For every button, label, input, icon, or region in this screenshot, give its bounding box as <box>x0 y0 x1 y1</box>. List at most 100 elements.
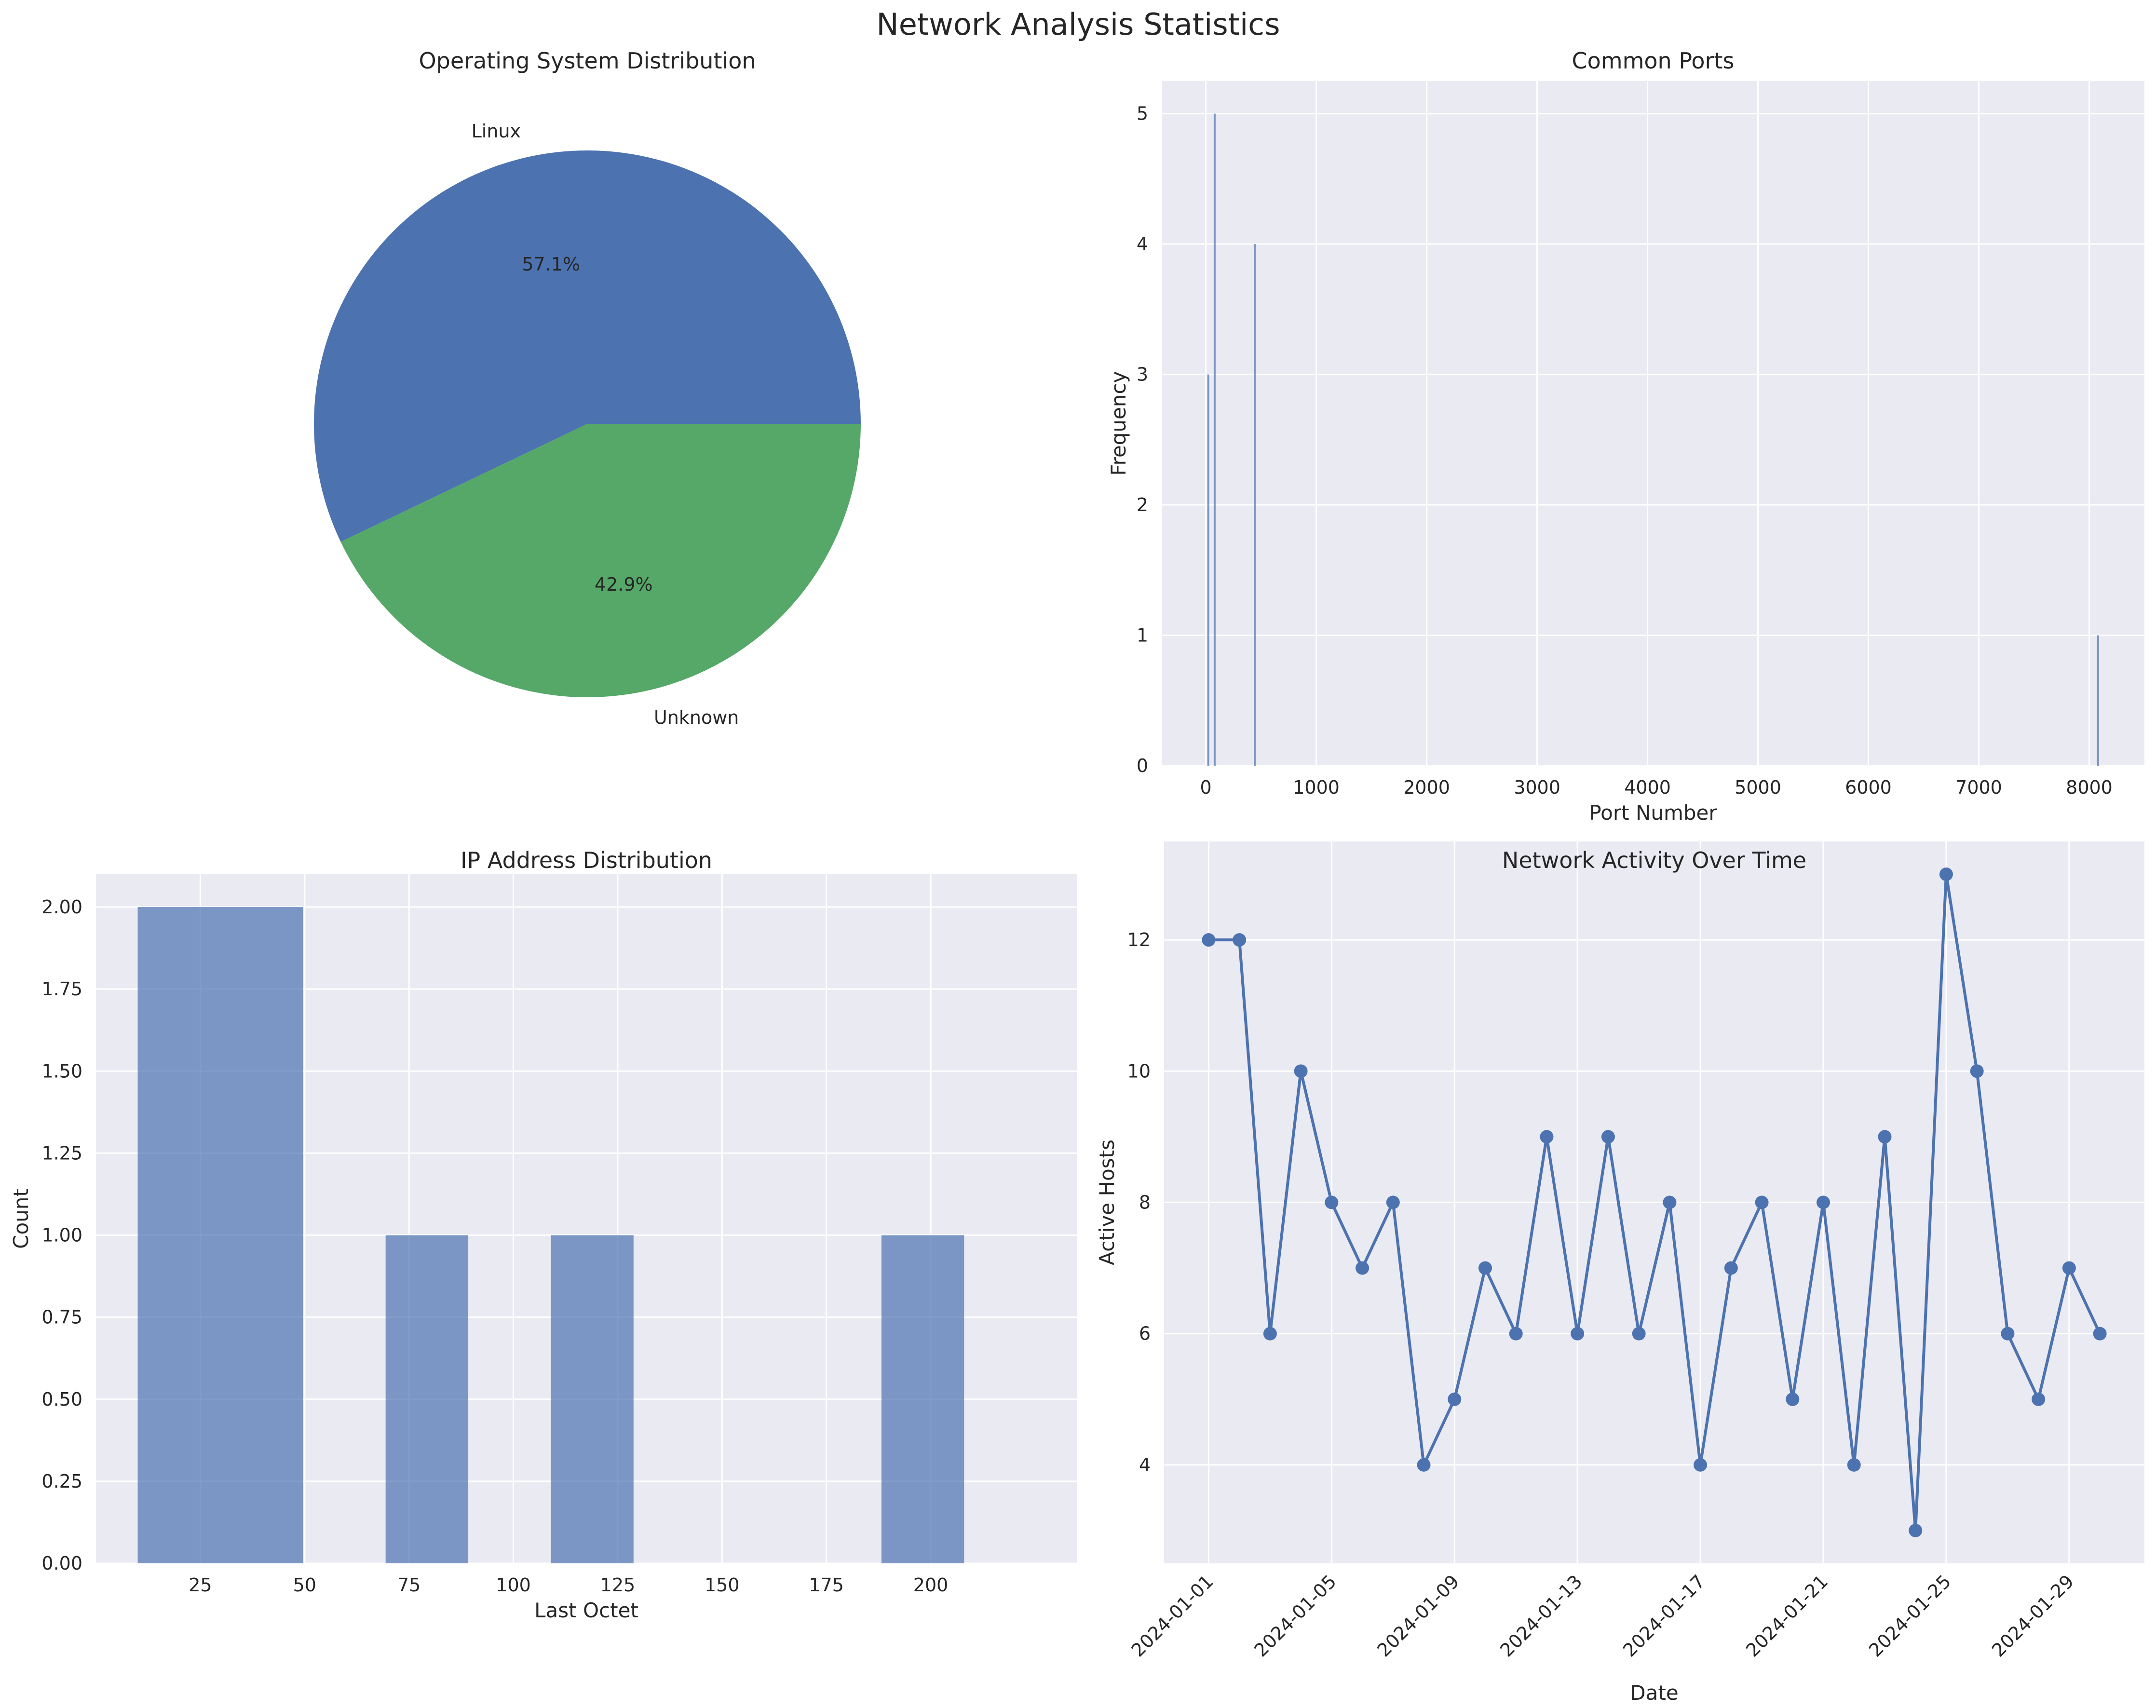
ip-ylabel: Count <box>9 1189 33 1249</box>
ip-xtick-label: 100 <box>496 1574 531 1596</box>
activity-point <box>1356 1261 1370 1275</box>
activity-point <box>1601 1130 1615 1144</box>
activity-xtick-label: 2024-01-09 <box>1373 1571 1463 1661</box>
activity-point <box>1817 1195 1831 1209</box>
activity-point <box>1786 1392 1800 1406</box>
activity-point <box>1847 1458 1861 1472</box>
activity-xtick-label: 2024-01-01 <box>1127 1571 1218 1661</box>
ports-ytick-label: 3 <box>1137 364 1148 385</box>
activity-xtick-label: 2024-01-13 <box>1496 1571 1586 1661</box>
activity-point <box>1263 1327 1277 1341</box>
ip-ytick-label: 1.75 <box>41 978 82 1000</box>
ports-ytick-label: 2 <box>1137 494 1148 515</box>
activity-point <box>1478 1261 1492 1275</box>
activity-point <box>1970 1064 1984 1078</box>
activity-ytick-label: 6 <box>1139 1323 1151 1344</box>
ip-ytick-label: 0.75 <box>41 1307 82 1328</box>
ports-xtick-label: 3000 <box>1514 777 1560 798</box>
ports-xtick-label: 7000 <box>1955 777 2002 798</box>
ip-bar <box>551 1235 634 1563</box>
activity-series-line <box>1208 873 2102 1532</box>
activity-point <box>1694 1458 1708 1472</box>
pie-percent-label: 57.1% <box>522 254 580 275</box>
activity-point <box>2032 1392 2046 1406</box>
figure-title: Network Analysis Statistics <box>876 7 1280 42</box>
activity-point <box>1294 1064 1308 1078</box>
activity-point <box>1509 1327 1523 1341</box>
activity-point <box>1939 868 1953 881</box>
ports-ytick-label: 4 <box>1137 233 1148 255</box>
pie-label: Unknown <box>654 707 739 728</box>
activity-point <box>1417 1458 1431 1472</box>
ip-xtick-label: 150 <box>705 1574 740 1596</box>
pie-slice-unknown <box>340 424 861 697</box>
ip-ytick-label: 1.25 <box>41 1142 82 1164</box>
activity-point <box>1325 1195 1339 1209</box>
ports-ylabel: Frequency <box>1107 371 1130 476</box>
ip-histogram-chart: 25 50 75 100 125 150 175 200 0.00 0.25 0.50 0.75 1.0… <box>9 847 1077 1622</box>
ip-ytick-label: 0.50 <box>41 1389 82 1410</box>
activity-point <box>1386 1195 1400 1209</box>
ports-title: Common Ports <box>1572 48 1735 74</box>
ip-xtick-label: 75 <box>397 1574 420 1596</box>
pie-title: Operating System Distribution <box>419 48 756 74</box>
activity-ylabel: Active Hosts <box>1095 1139 1119 1265</box>
activity-point <box>1571 1327 1585 1341</box>
activity-point <box>1724 1261 1738 1275</box>
activity-ytick-label: 10 <box>1127 1060 1151 1082</box>
pie-label: Linux <box>472 121 521 142</box>
activity-xtick-label: 2024-01-17 <box>1619 1571 1709 1661</box>
ports-bar-chart: 0 1000 2000 3000 4000 5000 6000 7000 8000 0 1 2 3 4 5 P… <box>1107 48 2144 825</box>
os-pie-chart: Operating System Distribution Linux 57.1% U… <box>314 48 861 728</box>
ip-ytick-label: 1.00 <box>41 1225 82 1246</box>
ports-bar <box>2097 635 2099 766</box>
ports-xtick-label: 8000 <box>2066 777 2113 798</box>
activity-xtick-label: 2024-01-25 <box>1865 1571 1955 1661</box>
activity-point <box>2093 1327 2107 1341</box>
activity-point <box>1878 1130 1892 1144</box>
ip-ytick-label: 0.25 <box>41 1471 82 1492</box>
ip-xtick-label: 25 <box>189 1574 212 1596</box>
activity-point <box>1202 933 1216 947</box>
activity-point <box>2062 1261 2076 1275</box>
ports-ytick-label: 1 <box>1137 625 1148 646</box>
activity-point <box>1755 1195 1769 1209</box>
activity-ytick-label: 12 <box>1127 929 1151 950</box>
activity-xtick-label: 2024-01-21 <box>1742 1571 1832 1661</box>
ports-bar <box>1207 374 1209 766</box>
ip-title: IP Address Distribution <box>461 847 712 873</box>
pie-percent-label: 42.9% <box>595 574 653 595</box>
activity-xlabel: Date <box>1630 1681 1678 1705</box>
activity-point <box>1448 1392 1462 1406</box>
activity-title: Network Activity Over Time <box>1502 847 1806 873</box>
ip-xtick-label: 125 <box>600 1574 636 1596</box>
activity-xtick-label: 2024-01-29 <box>1988 1571 2078 1661</box>
ip-ytick-label: 0.00 <box>41 1553 82 1574</box>
activity-xtick-label: 2024-01-05 <box>1250 1571 1340 1661</box>
activity-point <box>1909 1523 1923 1537</box>
ip-ytick-label: 2.00 <box>41 896 82 918</box>
ip-xlabel: Last Octet <box>534 1599 638 1622</box>
activity-point <box>1663 1195 1677 1209</box>
ports-xlabel: Port Number <box>1589 801 1717 825</box>
ports-xtick-label: 2000 <box>1403 777 1450 798</box>
ip-xtick-label: 175 <box>809 1574 844 1596</box>
ports-xtick-label: 6000 <box>1845 777 1892 798</box>
ip-bar <box>137 907 303 1563</box>
ip-bar <box>881 1235 964 1563</box>
ports-bar <box>1213 113 1216 766</box>
ip-ytick-label: 1.50 <box>41 1060 82 1082</box>
ports-ytick-label: 5 <box>1137 103 1148 124</box>
activity-point <box>1540 1130 1554 1144</box>
activity-line-chart: 2024-01-01 2024-01-05 2024-01-09 2024-01-13… <box>1095 841 2144 1705</box>
ports-xtick-label: 4000 <box>1624 777 1671 798</box>
ip-xtick-label: 50 <box>293 1574 316 1596</box>
activity-ytick-label: 4 <box>1139 1454 1151 1476</box>
pie-slice-linux <box>314 150 861 542</box>
activity-point <box>1233 933 1247 947</box>
activity-ytick-label: 8 <box>1139 1192 1151 1213</box>
ports-xtick-label: 1000 <box>1293 777 1340 798</box>
activity-point <box>2001 1327 2015 1341</box>
ports-ytick-label: 0 <box>1137 755 1148 776</box>
